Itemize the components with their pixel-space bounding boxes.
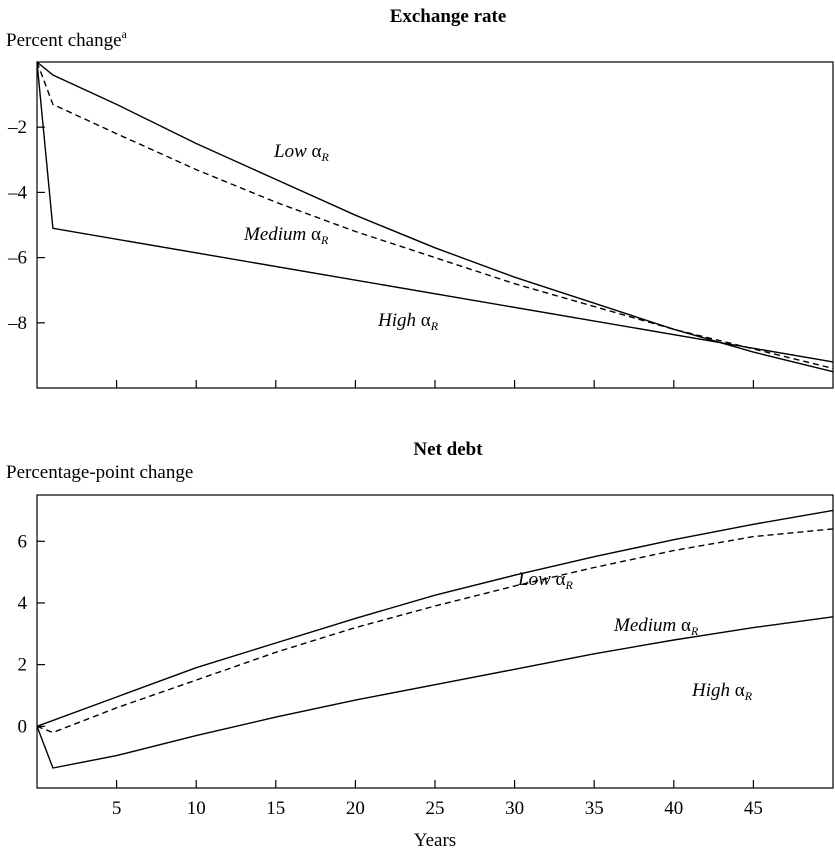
net-debt-x-tick-label: 40 [664, 798, 683, 819]
net-debt-label-low: Low αR [517, 569, 573, 592]
net-debt-x-tick-label: 30 [505, 798, 524, 819]
net-debt-x-ticks: 5 10 15 20 25 30 35 40 45 [112, 780, 763, 819]
net-debt-x-tick-label: 35 [585, 798, 604, 819]
net-debt-y-tick-label: 2 [18, 655, 28, 676]
net-debt-line-medium [36, 528, 834, 734]
net-debt-y-axis-label: Percentage-point change [6, 462, 193, 483]
exchange-rate-y-tick-label: –2 [7, 117, 27, 138]
exchange-rate-y-tick-label: –4 [7, 182, 28, 203]
exchange-rate-y-axis-label: Percent changea [6, 27, 128, 51]
exchange-rate-panel: Exchange rate Percent changea –2 –4 –6 –8 L… [6, 6, 834, 389]
exchange-rate-line-high [36, 61, 834, 363]
net-debt-y-tick-label: 0 [18, 716, 28, 737]
net-debt-x-tick-label: 45 [744, 798, 763, 819]
net-debt-x-axis-label: Years [414, 830, 456, 851]
net-debt-x-tick-label: 15 [266, 798, 285, 819]
exchange-rate-label-high: High αR [377, 310, 439, 333]
net-debt-y-tick-label: 4 [18, 593, 28, 614]
exchange-rate-y-tick-label: –8 [7, 313, 27, 334]
exchange-rate-lines [36, 61, 834, 373]
net-debt-line-high [36, 616, 834, 769]
net-debt-x-tick-label: 10 [187, 798, 206, 819]
exchange-rate-label-medium: Medium αR [243, 224, 329, 247]
net-debt-lines [36, 509, 834, 769]
exchange-rate-y-tick-label: –6 [7, 248, 27, 269]
exchange-rate-y-ticks: –2 –4 –6 –8 [7, 117, 45, 334]
net-debt-plot-frame [36, 494, 834, 789]
net-debt-label-high: High αR [691, 680, 753, 703]
exchange-rate-y-axis-label-text: Percent change [6, 30, 122, 51]
net-debt-line-low [36, 509, 834, 727]
net-debt-title: Net debt [413, 439, 483, 460]
exchange-rate-label-low: Low αR [273, 141, 329, 164]
exchange-rate-title: Exchange rate [390, 6, 507, 27]
net-debt-y-ticks: 0 2 4 6 [18, 531, 45, 737]
net-debt-x-tick-label: 5 [112, 798, 122, 819]
net-debt-x-tick-label: 25 [426, 798, 445, 819]
exchange-rate-line-medium [36, 61, 834, 370]
net-debt-y-tick-label: 6 [18, 531, 28, 552]
exchange-rate-x-ticks [115, 380, 755, 388]
net-debt-label-medium: Medium αR [613, 615, 699, 638]
net-debt-x-tick-label: 20 [346, 798, 365, 819]
exchange-rate-y-axis-label-note: a [122, 27, 128, 41]
net-debt-panel: Net debt Percentage-point change 0 2 4 6 5 1… [6, 439, 834, 851]
exchange-rate-plot-frame [36, 61, 834, 389]
